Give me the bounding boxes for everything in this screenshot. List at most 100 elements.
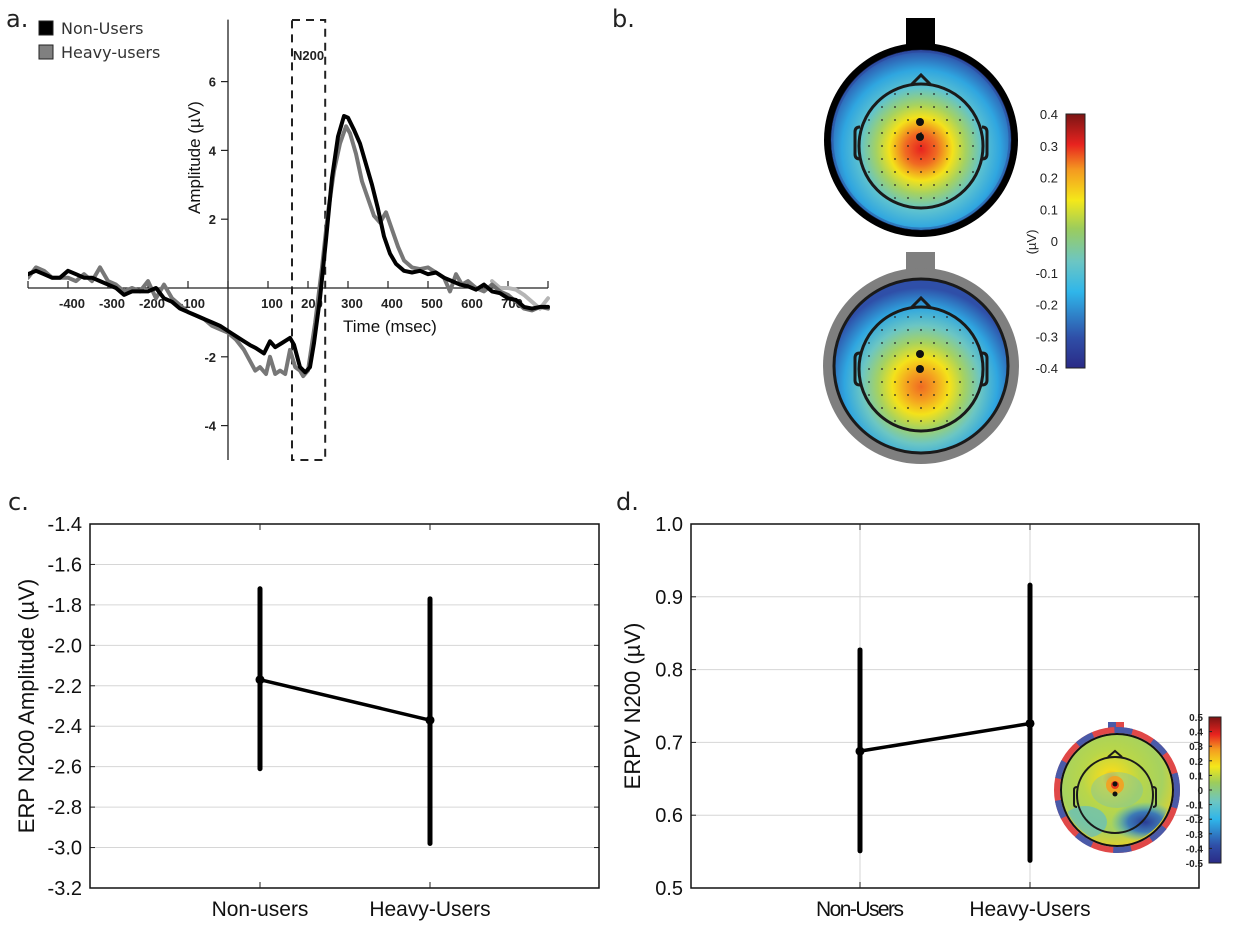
x-axis-label-a: Time (msec) bbox=[343, 317, 437, 336]
electrode-dot bbox=[894, 342, 896, 344]
topomap-heavy-users bbox=[823, 252, 1019, 464]
electrode-dot bbox=[881, 106, 883, 108]
panel-a-letter: a. bbox=[6, 5, 28, 33]
plot-c: -1.4 -1.6 -1.8 -2.0 -2.2 -2.4 -2.6 -2.8 -3.0 -3.2… bbox=[48, 514, 600, 921]
electrode-dot bbox=[959, 106, 961, 108]
electrode-dot bbox=[933, 132, 935, 134]
electrode-dot bbox=[933, 381, 935, 383]
y-tick-label-c: -1.4 bbox=[48, 514, 82, 536]
inset-colorbar-tick-label: 0.5 bbox=[1189, 713, 1203, 724]
electrode-dot bbox=[946, 106, 948, 108]
electrode-dot bbox=[933, 329, 935, 331]
n200-window bbox=[291, 19, 327, 461]
electrode-dot bbox=[933, 355, 935, 357]
head-outline-non-users bbox=[857, 82, 985, 210]
nose-tab-non-users bbox=[906, 18, 935, 46]
mean-point-d bbox=[855, 746, 865, 756]
electrode-dot bbox=[972, 132, 974, 134]
electrode-dot bbox=[881, 158, 883, 160]
electrode-dot bbox=[959, 394, 961, 396]
colorbar-b-tick-label: 0.1 bbox=[1040, 202, 1058, 217]
colorbar-b-tick-label: 0.4 bbox=[1040, 107, 1058, 122]
electrode-dot bbox=[868, 119, 870, 121]
plot-frame-d bbox=[690, 523, 1200, 889]
category-label-c: Heavy-Users bbox=[369, 898, 490, 921]
electrode-dot bbox=[946, 329, 948, 331]
electrode-dot bbox=[946, 171, 948, 173]
plot-frame-c bbox=[89, 523, 600, 889]
y-tick-label-c: -2.8 bbox=[48, 797, 82, 819]
electrode-dot bbox=[933, 106, 935, 108]
electrode-dot bbox=[920, 197, 922, 199]
inset-colorbar-tick-label: 0.2 bbox=[1189, 757, 1203, 768]
y-tick-label-a: 2 bbox=[209, 212, 216, 227]
electrode-dot bbox=[907, 106, 909, 108]
panel-c-letter: c. bbox=[8, 488, 29, 516]
electrode-dot bbox=[959, 368, 961, 370]
electrode-dot bbox=[868, 171, 870, 173]
y-tick-label-c: -3.2 bbox=[48, 878, 82, 900]
y-axis-label-d: ERPV N200 (µV) bbox=[620, 623, 645, 790]
electrode-dot bbox=[881, 355, 883, 357]
panel-d: d. 1.0 0.9 0.8 0.7 0.6 0.5 Non-Users Heavy-User… bbox=[616, 488, 1222, 921]
electrode-dot bbox=[920, 171, 922, 173]
electrode-dot bbox=[920, 184, 922, 186]
legend-label-heavy-users: Heavy-users bbox=[61, 43, 160, 62]
electrode-dot bbox=[894, 158, 896, 160]
electrode-dot bbox=[946, 407, 948, 409]
y-tick-label-c: -2.6 bbox=[48, 757, 82, 779]
electrode-dot bbox=[920, 106, 922, 108]
x-tick-label-a: -400 bbox=[59, 296, 85, 311]
legend-label-non-users: Non-Users bbox=[61, 19, 143, 38]
electrode-dot bbox=[894, 316, 896, 318]
electrode-dot bbox=[868, 132, 870, 134]
mean-point-c bbox=[255, 675, 265, 685]
electrode-dot bbox=[881, 407, 883, 409]
colorbar-b-gradient bbox=[1065, 113, 1086, 369]
electrode-dot bbox=[894, 329, 896, 331]
inset-colorbar-tick-label: 0.4 bbox=[1189, 728, 1203, 739]
panel-b-letter: b. bbox=[612, 5, 635, 33]
electrode-dot bbox=[920, 342, 922, 344]
colorbar-b-tick-label: 0.3 bbox=[1040, 139, 1058, 154]
inset-topomap bbox=[1054, 722, 1180, 853]
nose-outline-heavy-users bbox=[909, 295, 933, 310]
electrode-marker-2-heavy-users bbox=[916, 365, 924, 373]
x-tick-label-a: 100 bbox=[261, 296, 283, 311]
colorbar-b: 0.4 0.3 0.2 0.1 0 -0.1 -0.2 -0.3 -0.4 (µV) bbox=[1024, 107, 1086, 376]
right-ear-non-users bbox=[981, 125, 989, 161]
electrode-dot bbox=[907, 394, 909, 396]
nose-outline-non-users bbox=[909, 72, 933, 87]
electrode-dot bbox=[972, 394, 974, 396]
waveform-non-users bbox=[28, 114, 550, 375]
inset-colorbar-tick-label: -0.1 bbox=[1186, 801, 1204, 812]
panel-a: a. Non-Users Heavy-users -400 -300 -200 -10… bbox=[6, 5, 550, 461]
electrode-dot bbox=[907, 316, 909, 318]
y-axis-label-c: ERP N200 Amplitude (µV) bbox=[14, 579, 39, 833]
electrode-dot bbox=[933, 394, 935, 396]
electrode-dot bbox=[907, 145, 909, 147]
category-label-c: Non-users bbox=[212, 898, 309, 921]
electrode-dot bbox=[868, 145, 870, 147]
electrode-dot bbox=[946, 420, 948, 422]
electrode-dot bbox=[946, 158, 948, 160]
electrode-marker-1-heavy-users bbox=[916, 350, 924, 358]
y-tick-label-a: 6 bbox=[209, 75, 216, 90]
mean-point-d bbox=[1025, 718, 1035, 728]
electrode-dot bbox=[907, 184, 909, 186]
electrode-dot bbox=[907, 329, 909, 331]
electrode-dot bbox=[959, 171, 961, 173]
electrode-dot bbox=[959, 145, 961, 147]
electrode-dot bbox=[894, 368, 896, 370]
electrode-dot bbox=[959, 158, 961, 160]
electrode-dot bbox=[894, 145, 896, 147]
mean-line-d bbox=[859, 721, 1031, 753]
electrode-dot bbox=[920, 93, 922, 95]
electrode-dot bbox=[894, 106, 896, 108]
legend-a: Non-Users Heavy-users bbox=[38, 19, 160, 62]
electrode-dot bbox=[868, 342, 870, 344]
electrode-dot bbox=[946, 394, 948, 396]
x-tick-label-a: -200 bbox=[139, 296, 165, 311]
electrode-dot bbox=[933, 119, 935, 121]
